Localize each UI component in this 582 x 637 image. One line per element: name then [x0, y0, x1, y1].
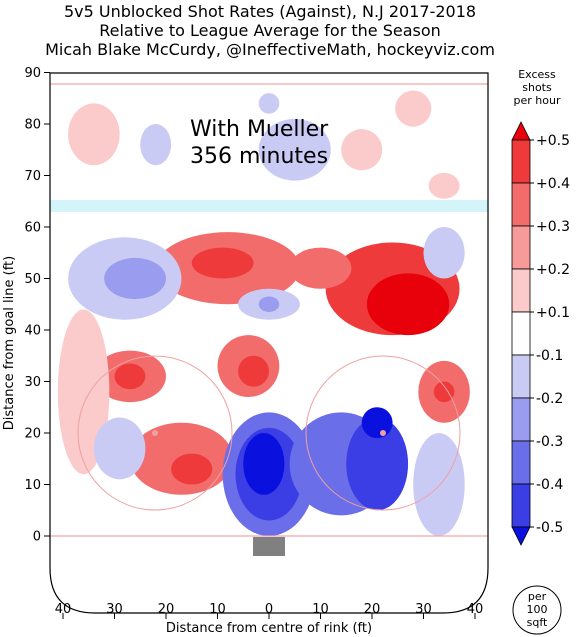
heatmap-blob-23 [361, 407, 393, 439]
rink-markings [50, 83, 488, 537]
colorbar-label-6: -0.2 [536, 391, 563, 407]
colorbar-label-5: -0.1 [536, 348, 563, 364]
colorbar-title-line-3: per hour [514, 94, 561, 107]
heatmap-blob-12 [433, 381, 455, 403]
colorbar-label-7: -0.3 [536, 434, 563, 450]
colorbar-top-arrow [511, 121, 531, 141]
colorbar-segment-4 [511, 268, 531, 313]
heatmap-blob-31 [258, 296, 280, 312]
heatmap-blob-13 [68, 103, 120, 166]
x-tick-label-4: 0 [265, 602, 273, 617]
heatmap-blob-1 [366, 273, 450, 336]
colorbar-label-8: -0.4 [536, 477, 563, 493]
y-tick-label-2: 20 [24, 427, 41, 442]
heatmap-blob-4 [289, 247, 352, 289]
colorbar-segment-5 [511, 311, 531, 356]
y-axis-label: Distance from goal line (ft) [2, 256, 17, 430]
x-tick-label-2: 20 [158, 602, 175, 617]
x-axis-ticks: 40 30 20 10 0 10 20 30 40 [55, 602, 484, 619]
colorbar-segment-2 [511, 182, 531, 227]
chart-title-line-3: Micah Blake McCurdy, @IneffectiveMath, h… [45, 40, 495, 59]
heatmap-blob-20 [243, 433, 285, 495]
colorbar-segment-9 [511, 483, 531, 528]
chart-title-line-2: Relative to League Average for the Seaso… [99, 21, 441, 40]
heatmap-blob-25 [104, 257, 166, 300]
heatmap-blob-6 [114, 363, 146, 390]
colorbar-label-3: +0.2 [536, 262, 570, 278]
y-axis-ticks: 0 10 20 30 40 50 60 70 80 90 [24, 66, 50, 545]
y-tick-label-7: 70 [24, 169, 41, 184]
heatmap-blob-28 [258, 93, 280, 114]
rink-plot [49, 72, 489, 614]
colorbar-label-4: +0.1 [536, 305, 570, 321]
left-faceoff-circle [77, 355, 233, 511]
heatmap-blob-29 [423, 227, 465, 279]
y-tick-label-3: 30 [24, 375, 41, 390]
heatmap-blob-8 [238, 355, 269, 387]
colorbar-label-0: +0.5 [536, 133, 570, 149]
x-tick-label-7: 30 [415, 602, 432, 617]
colorbar-label-1: +0.4 [536, 176, 570, 192]
badge-line-1: per [528, 590, 547, 603]
x-tick-label-0: 40 [55, 602, 72, 617]
chart-title-line-1: 5v5 Unblocked Shot Rates (Against), N.J … [64, 2, 476, 21]
heatmap-blob-17 [57, 309, 110, 475]
y-tick-label-4: 40 [24, 324, 41, 339]
colorbar-segment-1 [511, 139, 531, 184]
annotation-line-1: With Mueller [190, 117, 329, 142]
right-faceoff-circle [305, 355, 461, 511]
x-tick-label-3: 10 [209, 602, 226, 617]
colorbar-label-9: -0.5 [536, 520, 563, 536]
y-tick-label-5: 50 [24, 272, 41, 287]
badge-circle [512, 585, 562, 635]
y-tick-label-8: 80 [24, 118, 41, 133]
x-tick-label-6: 20 [364, 602, 381, 617]
colorbar-segment-3 [511, 225, 531, 270]
badge-line-2: 100 [527, 603, 548, 616]
colorbar-label-2: +0.3 [536, 219, 570, 235]
blue-line [50, 200, 488, 212]
heatmap-blob-26 [140, 124, 172, 166]
heatmap-blob-14 [395, 90, 432, 127]
colorbar: Excess shots per hour +0.5 +0.4 +0.3 +0.2 +0… [511, 68, 570, 546]
per-area-badge: per 100 sqft [512, 585, 562, 635]
heatmap-blob-10 [171, 453, 213, 485]
colorbar-segment-7 [511, 397, 531, 442]
colorbar-title-line-2: shots [522, 81, 552, 94]
colorbar-bottom-arrow [511, 526, 531, 546]
heatmap-blob-3 [191, 247, 254, 279]
x-tick-label-5: 10 [312, 602, 329, 617]
badge-line-3: sqft [527, 616, 548, 629]
x-tick-label-8: 40 [467, 602, 484, 617]
colorbar-title-line-1: Excess [518, 68, 556, 81]
heatmap-layer [57, 90, 470, 536]
y-tick-label-6: 60 [24, 221, 41, 236]
heatmap-blob-22 [346, 417, 409, 511]
left-faceoff-dot [152, 430, 158, 436]
rink-outline [49, 72, 489, 614]
heatmap-blob-27 [258, 118, 331, 181]
heatmap-blob-15 [341, 129, 383, 171]
y-tick-label-0: 0 [33, 530, 41, 545]
heatmap-blob-16 [428, 172, 460, 199]
heatmap-blob-32 [93, 417, 146, 480]
y-tick-label-1: 10 [24, 478, 41, 493]
x-tick-label-1: 30 [106, 602, 123, 617]
colorbar-segment-6 [511, 354, 531, 399]
goal-net [253, 537, 285, 556]
colorbar-segment-8 [511, 440, 531, 485]
heatmap-blob-33 [413, 433, 465, 536]
x-axis-label: Distance from centre of rink (ft) [166, 621, 372, 636]
y-tick-label-9: 90 [24, 66, 41, 81]
annotation-line-2: 356 minutes [190, 144, 328, 169]
right-faceoff-dot [380, 430, 386, 436]
